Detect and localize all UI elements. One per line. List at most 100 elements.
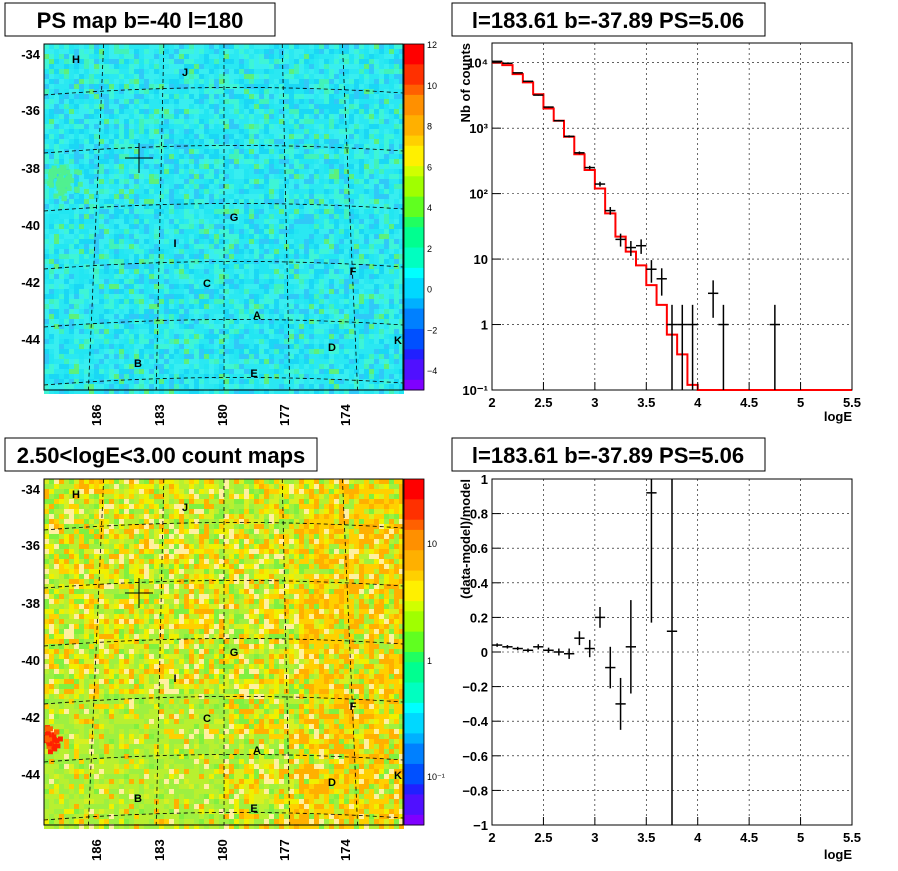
residual-y-label: (data-model)/model — [458, 479, 473, 599]
lon-line — [155, 478, 165, 826]
y-tick-label: -42 — [21, 710, 40, 725]
x-tick-label: 3.5 — [637, 830, 655, 845]
lon-line — [87, 478, 105, 826]
source-label-j: J — [182, 502, 188, 514]
residual-title-box — [451, 437, 766, 472]
colorbar-tick-label: 8 — [427, 122, 432, 132]
spectrum-point — [553, 119, 564, 122]
residual-point — [564, 648, 575, 659]
x-tick-label: 186 — [89, 839, 104, 861]
y-tick-label: −1 — [473, 818, 488, 833]
lon-line — [281, 43, 291, 391]
ps-map-title: PS map b=-40 l=180 — [37, 8, 244, 33]
spectrum-point — [502, 62, 513, 65]
spectrum-point — [769, 304, 780, 390]
colorbar-segment — [404, 804, 424, 816]
colorbar-segment — [404, 247, 424, 259]
residual-point — [574, 631, 585, 646]
spectrum-point — [605, 207, 616, 215]
colorbar-segment — [404, 621, 424, 633]
spectrum-point — [574, 151, 585, 155]
colorbar-segment — [404, 702, 424, 714]
source-label-h: H — [72, 489, 80, 501]
colorbar-segment — [404, 298, 424, 310]
colorbar-segment — [404, 267, 424, 279]
source-label-k: K — [394, 335, 402, 347]
colorbar-segment — [404, 743, 424, 755]
colorbar-segment — [404, 560, 424, 572]
colorbar-segment — [404, 145, 424, 157]
colorbar-segment — [404, 733, 424, 745]
source-label-d: D — [328, 777, 336, 789]
source-label-b: B — [134, 358, 142, 370]
y-tick-label: -42 — [21, 275, 40, 290]
colorbar-segment — [404, 682, 424, 694]
colorbar-segment — [404, 94, 424, 106]
ps-map-colorbar: 12 10 8 6 4 2 0 −2 −4 — [403, 40, 437, 391]
y-tick-label: -36 — [21, 538, 40, 553]
spectrum-point — [646, 260, 657, 283]
spectrum-x-ticks: 2 2.5 3 3.5 4 4.5 5 5.5 — [488, 382, 861, 410]
colorbar-segment — [404, 379, 424, 391]
residual-point — [594, 607, 606, 628]
source-label-c: C — [203, 713, 211, 725]
y-tick-label: -44 — [21, 767, 41, 782]
colorbar-segment — [404, 288, 424, 299]
colorbar-segment — [404, 529, 424, 541]
colorbar-segment — [404, 763, 424, 775]
x-tick-label: 183 — [152, 404, 167, 426]
source-label-a: A — [253, 310, 261, 322]
y-tick-label: -36 — [21, 103, 40, 118]
colorbar-segment — [404, 509, 424, 521]
x-tick-label: 3.5 — [637, 395, 655, 410]
colorbar-tick-label: 12 — [427, 40, 437, 50]
x-tick-label: 2 — [488, 830, 495, 845]
colorbar-segment — [404, 601, 424, 612]
colorbar-segment — [404, 540, 424, 551]
colorbar-segment — [404, 349, 424, 360]
colorbar-segment — [404, 369, 424, 381]
residual-title: l=183.61 b=-37.89 PS=5.06 — [472, 443, 744, 468]
x-tick-label: 3 — [591, 395, 598, 410]
count-map-x-ticks: 186 183 180 177 174 — [89, 839, 353, 861]
colorbar-segment — [404, 814, 424, 826]
colorbar-segment — [404, 519, 424, 531]
spectrum-point — [677, 304, 688, 390]
y-tick-label: −0.6 — [462, 749, 488, 764]
residual-x-label: logE — [824, 847, 852, 862]
y-tick-label: −0.2 — [462, 680, 488, 695]
residual-point — [625, 600, 636, 694]
colorbar-frame — [403, 478, 425, 826]
x-tick-label: 4 — [694, 830, 702, 845]
spectrum-point — [492, 60, 503, 63]
source-label-i: I — [173, 238, 176, 250]
colorbar-segment — [404, 257, 424, 269]
spectrum-point — [666, 304, 678, 390]
colorbar-segment — [404, 44, 424, 55]
residual-point — [492, 643, 503, 647]
residual-point — [533, 644, 544, 650]
lon-line — [342, 43, 358, 391]
spectrum-x-label: logE — [824, 409, 852, 424]
spectrum-point — [512, 72, 523, 74]
colorbar-tick-label: 10⁻¹ — [427, 772, 445, 782]
y-tick-label: -38 — [21, 596, 40, 611]
x-tick-label: 174 — [338, 404, 353, 426]
x-tick-label: 5 — [797, 395, 804, 410]
count-map-cells — [44, 479, 404, 829]
spectrum-point — [625, 241, 636, 257]
x-tick-label: 2.5 — [534, 395, 552, 410]
residual-point — [553, 648, 564, 656]
colorbar-segment — [404, 74, 424, 86]
x-tick-label: 180 — [215, 839, 230, 861]
spectrum-panel: 2 2.5 3 3.5 4 4.5 5 5.5 10⁻¹ 1 10 10² 10³ 10⁴ logE N… — [451, 2, 861, 424]
colorbar-segment — [404, 774, 424, 785]
colorbar-segment — [404, 196, 424, 208]
colorbar-segment — [404, 176, 424, 187]
spectrum-point — [656, 268, 667, 296]
colorbar-segment — [404, 359, 424, 371]
spectrum-y-ticks: 10⁻¹ 1 10 10² 10³ 10⁴ — [462, 56, 501, 398]
colorbar-segment — [404, 115, 424, 126]
y-tick-label: 10³ — [469, 121, 488, 136]
